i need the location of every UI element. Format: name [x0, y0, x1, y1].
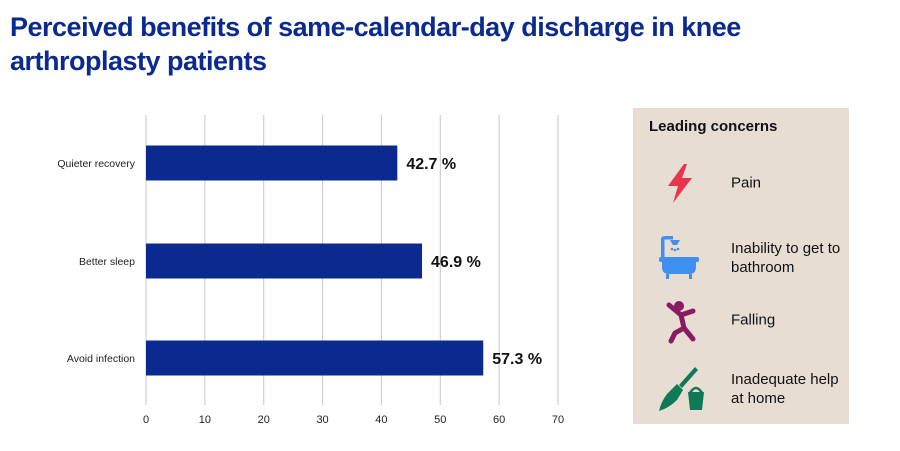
value-label: 57.3 %	[492, 351, 542, 368]
bathtub-shower-icon	[659, 236, 699, 279]
bar	[146, 243, 423, 279]
x-tick-labels: 0 10 20 30 40 50 60 70	[143, 414, 564, 426]
category-label: Avoid infection	[67, 353, 135, 365]
concern-help-at-home: Inadequate help at home	[633, 364, 849, 414]
category-label: Quieter recovery	[57, 158, 135, 170]
bar	[146, 145, 398, 181]
bars	[146, 145, 484, 376]
broom-bucket-icon	[659, 367, 704, 411]
value-labels: 42.7 % 46.9 % 57.3 %	[406, 156, 542, 368]
x-tick-label: 0	[143, 414, 149, 426]
x-tick-label: 30	[316, 414, 328, 426]
x-tick-label: 10	[199, 414, 211, 426]
x-tick-label: 20	[258, 414, 270, 426]
x-tick-label: 60	[493, 414, 505, 426]
bar	[146, 340, 484, 376]
concern-label: Pain	[731, 174, 762, 192]
x-tick-label: 50	[434, 414, 446, 426]
concerns-title: Leading concerns	[649, 118, 778, 135]
bar-chart: Quieter recovery Better sleep Avoid infect…	[57, 115, 564, 426]
concern-bathroom: Inability to get to bathroom	[633, 233, 849, 283]
category-labels: Quieter recovery Better sleep Avoid infect…	[57, 158, 135, 365]
lightning-bolt-icon	[668, 164, 692, 203]
concern-label: Inadequate help at home	[731, 371, 839, 407]
category-label: Better sleep	[79, 256, 135, 268]
chart-title: Perceived benefits of same-calendar-day …	[10, 12, 741, 76]
falling-person-icon	[666, 301, 696, 344]
value-label: 42.7 %	[406, 156, 456, 173]
concern-pain: Pain	[633, 158, 849, 208]
concern-falling: Falling	[633, 295, 849, 345]
concern-label: Inability to get to bathroom	[731, 240, 841, 276]
value-label: 46.9 %	[431, 254, 481, 271]
leading-concerns-panel: Leading concerns Pain Inability to get t…	[633, 108, 849, 424]
concern-label: Falling	[731, 311, 776, 329]
x-tick-label: 70	[552, 414, 564, 426]
x-tick-label: 40	[375, 414, 387, 426]
